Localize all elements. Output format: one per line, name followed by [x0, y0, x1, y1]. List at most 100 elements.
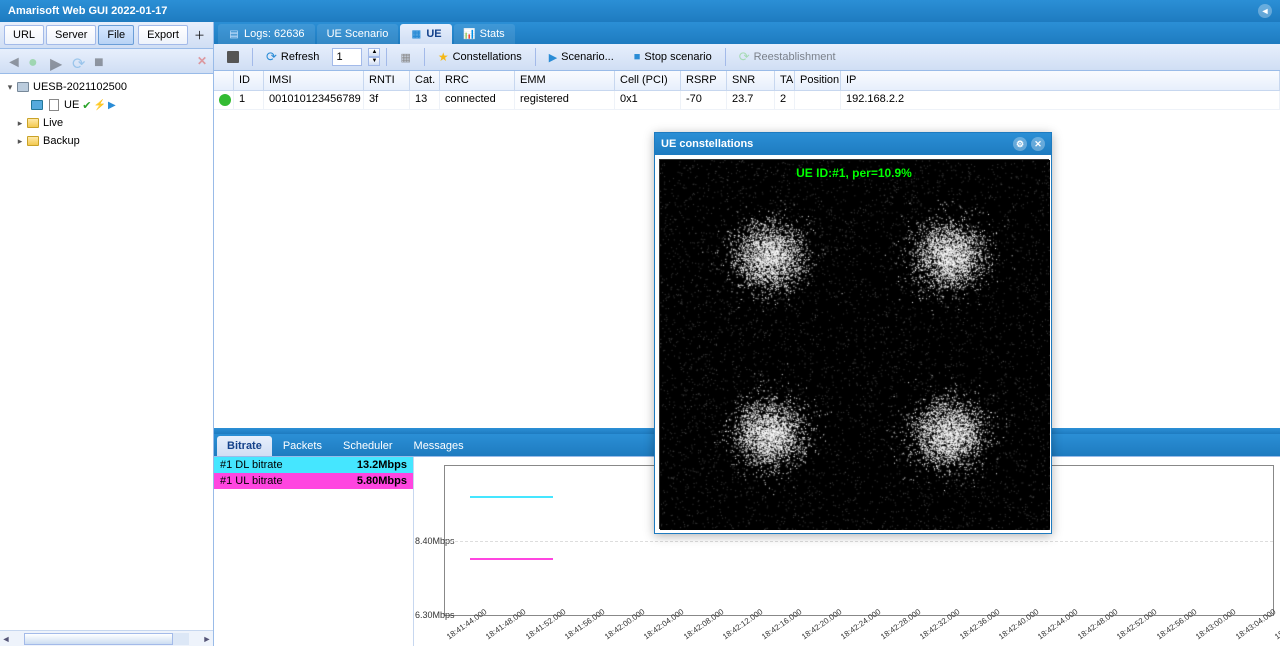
nav-play-icon[interactable]: ▶ — [50, 54, 64, 68]
sidebar-close-icon[interactable]: ✕ — [197, 54, 207, 68]
ul-series-line — [470, 558, 553, 560]
xlabel: 18:42:12.000 — [721, 607, 764, 641]
tab-scenario[interactable]: UE Scenario — [317, 24, 399, 44]
sidebar: URL Server File Export ＋ ◄ ● ▶ ⟳ ■ ✕ ▾ U… — [0, 22, 214, 646]
xlabel: 18:42:20.000 — [800, 607, 843, 641]
stop-scenario-button[interactable]: ■ Stop scenario — [627, 47, 719, 67]
tree-live-label: Live — [43, 117, 63, 129]
window-gear-icon[interactable]: ⚙ — [1013, 137, 1027, 151]
reestablishment-button: ⟳ Reestablishment — [732, 47, 843, 67]
tree-toggle-icon[interactable]: ▸ — [14, 136, 26, 147]
legend-panel: #1 DL bitrate 13.2Mbps #1 UL bitrate 5.8… — [214, 457, 414, 646]
table-row[interactable]: 10010101234567893f 13connectedregistered… — [214, 91, 1280, 110]
tab-ue-label: UE — [426, 28, 441, 40]
sidebar-toolbar: URL Server File Export ＋ — [0, 22, 213, 49]
export-button[interactable]: Export — [138, 25, 188, 45]
grid-icon — [227, 51, 239, 63]
file-button[interactable]: File — [98, 25, 134, 45]
legend-ul: #1 UL bitrate 5.80Mbps — [214, 473, 413, 489]
ylabel-2: 6.30Mbps — [415, 610, 443, 620]
tab-ue[interactable]: ▦ UE — [400, 24, 451, 44]
layout-icon-button[interactable]: ▦ — [393, 47, 417, 67]
constellations-titlebar[interactable]: UE constellations ⚙ ✕ — [655, 133, 1051, 155]
xlabel: 18:43:00.000 — [1194, 607, 1237, 641]
col-rnti[interactable]: RNTI — [364, 71, 410, 90]
refresh-button[interactable]: ⟳ Refresh — [259, 47, 326, 67]
constellation-canvas — [660, 160, 1050, 530]
tab-stats-label: Stats — [480, 28, 505, 40]
tab-logs[interactable]: ▤ Logs: 62636 — [218, 24, 315, 44]
legend-dl: #1 DL bitrate 13.2Mbps — [214, 457, 413, 473]
col-id[interactable]: ID — [234, 71, 264, 90]
reestab-label: Reestablishment — [754, 51, 836, 63]
nav-dot-icon[interactable]: ● — [28, 54, 42, 68]
tree-toggle-icon[interactable]: ▾ — [4, 82, 16, 93]
xlabel: 18:42:16.000 — [760, 607, 803, 641]
scroll-right-icon[interactable]: ► — [201, 634, 213, 644]
col-imsi[interactable]: IMSI — [264, 71, 364, 90]
tab-scenario-label: UE Scenario — [327, 28, 389, 40]
stats-icon: 📊 — [464, 28, 476, 40]
xlabel: 18:42:44.000 — [1036, 607, 1079, 641]
col-rrc[interactable]: RRC — [440, 71, 515, 90]
nav-refresh-icon[interactable]: ⟳ — [72, 54, 86, 68]
tree-ue[interactable]: UE ✔ ⚡ ▶ — [0, 96, 213, 114]
dl-series-line — [470, 496, 553, 498]
play-icon: ▶ — [549, 51, 557, 64]
nav-back-icon[interactable]: ◄ — [6, 54, 20, 68]
tree-root[interactable]: ▾ UESB-2021102500 — [0, 78, 213, 96]
add-icon[interactable]: ＋ — [190, 25, 209, 45]
col-rsrp[interactable]: RSRP — [681, 71, 727, 90]
col-pos[interactable]: Position — [795, 71, 841, 90]
nav-stop-icon[interactable]: ■ — [94, 54, 108, 68]
tab-stats[interactable]: 📊 Stats — [454, 24, 515, 44]
btab-scheduler[interactable]: Scheduler — [333, 436, 403, 456]
sidebar-hscroll[interactable]: ◄ ► — [0, 630, 213, 646]
star-icon: ★ — [438, 50, 449, 64]
grid-icon-button[interactable] — [220, 47, 246, 67]
constellations-title: UE constellations — [661, 138, 753, 150]
drive-icon — [17, 82, 29, 92]
col-ip[interactable]: IP — [841, 71, 1280, 90]
main-area: ▤ Logs: 62636 UE Scenario ▦ UE 📊 Stats ⟳… — [214, 22, 1280, 646]
refresh-label: Refresh — [281, 51, 320, 63]
col-cat[interactable]: Cat. — [410, 71, 440, 90]
xlabel: 18:42:36.000 — [958, 607, 1001, 641]
constellations-button[interactable]: ★ Constellations — [431, 47, 529, 67]
folder-icon — [27, 136, 39, 146]
ue-tab-icon: ▦ — [410, 28, 422, 40]
col-emm[interactable]: EMM — [515, 71, 615, 90]
refresh-spinner[interactable] — [332, 48, 362, 66]
constellations-window[interactable]: UE constellations ⚙ ✕ UE ID:#1, per=10.9… — [654, 132, 1052, 534]
scenario-button[interactable]: ▶ Scenario... — [542, 47, 621, 67]
col-cell[interactable]: Cell (PCI) — [615, 71, 681, 90]
status-ok-icon — [219, 94, 231, 106]
spinner-buttons[interactable]: ▲▼ — [368, 48, 380, 66]
xlabel: 18:41:48.000 — [484, 607, 527, 641]
window-close-icon[interactable]: ✕ — [1031, 137, 1045, 151]
tree-toggle-icon[interactable]: ▸ — [14, 118, 26, 129]
folder-icon — [27, 118, 39, 128]
btab-bitrate[interactable]: Bitrate — [217, 436, 272, 456]
col-snr[interactable]: SNR — [727, 71, 775, 90]
tree-live[interactable]: ▸ Live — [0, 114, 213, 132]
check-icon: ✔ — [82, 99, 91, 112]
legend-ul-label: #1 UL bitrate — [220, 475, 283, 487]
btab-messages[interactable]: Messages — [404, 436, 474, 456]
server-button[interactable]: Server — [46, 25, 96, 45]
url-button[interactable]: URL — [4, 25, 44, 45]
xlabel: 18:42:24.000 — [839, 607, 882, 641]
xlabel: 18:41:56.000 — [563, 607, 606, 641]
tree-backup[interactable]: ▸ Backup — [0, 132, 213, 150]
tree-backup-label: Backup — [43, 135, 80, 147]
logs-icon: ▤ — [228, 28, 240, 40]
col-ta[interactable]: TA — [775, 71, 795, 90]
scroll-left-icon[interactable]: ◄ — [0, 634, 12, 644]
btab-packets[interactable]: Packets — [273, 436, 332, 456]
main-tabs: ▤ Logs: 62636 UE Scenario ▦ UE 📊 Stats — [214, 22, 1280, 44]
header-collapse-icon[interactable]: ◄ — [1258, 4, 1272, 18]
sidebar-iconrow: ◄ ● ▶ ⟳ ■ ✕ — [0, 49, 213, 74]
xlabel: 18:42:04.000 — [642, 607, 685, 641]
constellations-label: Constellations — [453, 51, 522, 63]
scroll-thumb[interactable] — [24, 633, 173, 645]
